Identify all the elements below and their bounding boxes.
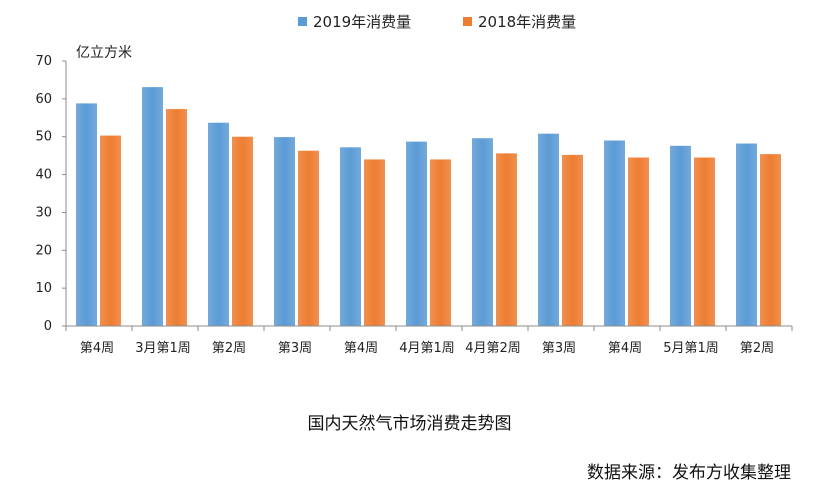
x-tick-label: 第4周 (80, 341, 114, 356)
source-note: 数据来源：发布方收集整理 (587, 463, 791, 483)
bar-2018 (364, 159, 385, 326)
x-tick-label: 第4周 (608, 341, 642, 356)
bar-2019 (670, 145, 691, 326)
bar-2019 (604, 140, 625, 326)
y-axis: 0 10 20 30 40 50 60 70 (35, 54, 67, 334)
x-tick-label: 第2周 (740, 341, 774, 356)
bar-2019 (736, 143, 757, 326)
bar-chart: 2019年消费量 2018年消费量 亿立方米 0 10 20 30 40 50 60 70 第4… (35, 13, 793, 356)
bar-2018 (298, 150, 319, 326)
legend-swatch (298, 17, 307, 26)
y-tick-label: 10 (35, 281, 52, 296)
y-axis-unit-label: 亿立方米 (76, 45, 132, 61)
y-tick-label: 60 (35, 92, 52, 107)
x-tick-label: 5月第1周 (663, 341, 719, 356)
x-axis: 第4周 3月第1周 第2周 第3周 第4周 4月第1周 4月第2周 第3周 第4周 5月第1周 第2… (65, 325, 793, 356)
legend-swatch (463, 17, 472, 26)
bar-2019 (274, 137, 295, 326)
x-tick-label: 4月第2周 (465, 341, 521, 356)
bar-2019 (76, 103, 97, 327)
chart-caption: 国内天然气市场消费走势图 (307, 414, 512, 434)
bar-2019 (472, 138, 493, 326)
bar-2019 (142, 87, 163, 326)
x-tick-label: 第4周 (344, 341, 378, 356)
bar-2018 (496, 153, 517, 326)
bar-2018 (694, 157, 715, 326)
bar-2018 (430, 159, 451, 326)
bar-2019 (340, 147, 361, 326)
bar-2019 (208, 122, 229, 326)
legend-label: 2019年消费量 (313, 13, 411, 31)
y-tick-label: 40 (35, 168, 52, 183)
x-tick-label: 第3周 (278, 341, 312, 356)
y-tick-label: 0 (44, 319, 52, 334)
bar-2018 (232, 136, 253, 326)
y-tick-label: 30 (35, 205, 52, 220)
y-tick-label: 20 (35, 243, 52, 258)
bar-2018 (760, 154, 781, 326)
bar-2019 (538, 133, 559, 326)
legend-label: 2018年消费量 (478, 13, 576, 31)
bar-2018 (100, 135, 121, 326)
x-tick-label: 3月第1周 (135, 341, 191, 356)
bars (76, 87, 781, 327)
bar-2018 (628, 157, 649, 326)
bar-2018 (166, 109, 187, 326)
x-tick-label: 4月第1周 (399, 341, 455, 356)
legend: 2019年消费量 2018年消费量 (298, 13, 576, 31)
y-tick-label: 70 (35, 54, 52, 69)
x-tick-label: 第3周 (542, 341, 576, 356)
bar-2018 (562, 154, 583, 326)
x-tick-label: 第2周 (212, 341, 246, 356)
bar-2019 (406, 141, 427, 326)
y-tick-label: 50 (35, 130, 52, 145)
